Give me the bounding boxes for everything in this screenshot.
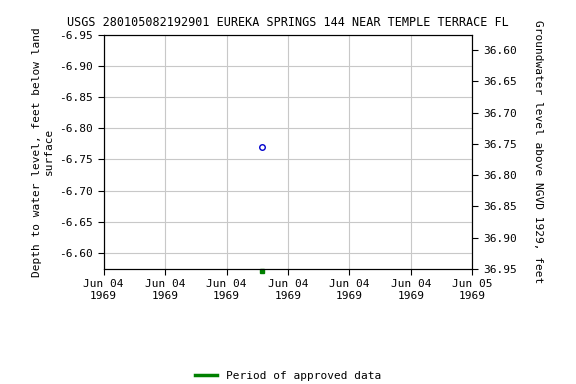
Legend: Period of approved data: Period of approved data [191,366,385,384]
Title: USGS 280105082192901 EUREKA SPRINGS 144 NEAR TEMPLE TERRACE FL: USGS 280105082192901 EUREKA SPRINGS 144 … [67,16,509,29]
Y-axis label: Depth to water level, feet below land
surface: Depth to water level, feet below land su… [32,27,54,276]
Y-axis label: Groundwater level above NGVD 1929, feet: Groundwater level above NGVD 1929, feet [533,20,543,283]
